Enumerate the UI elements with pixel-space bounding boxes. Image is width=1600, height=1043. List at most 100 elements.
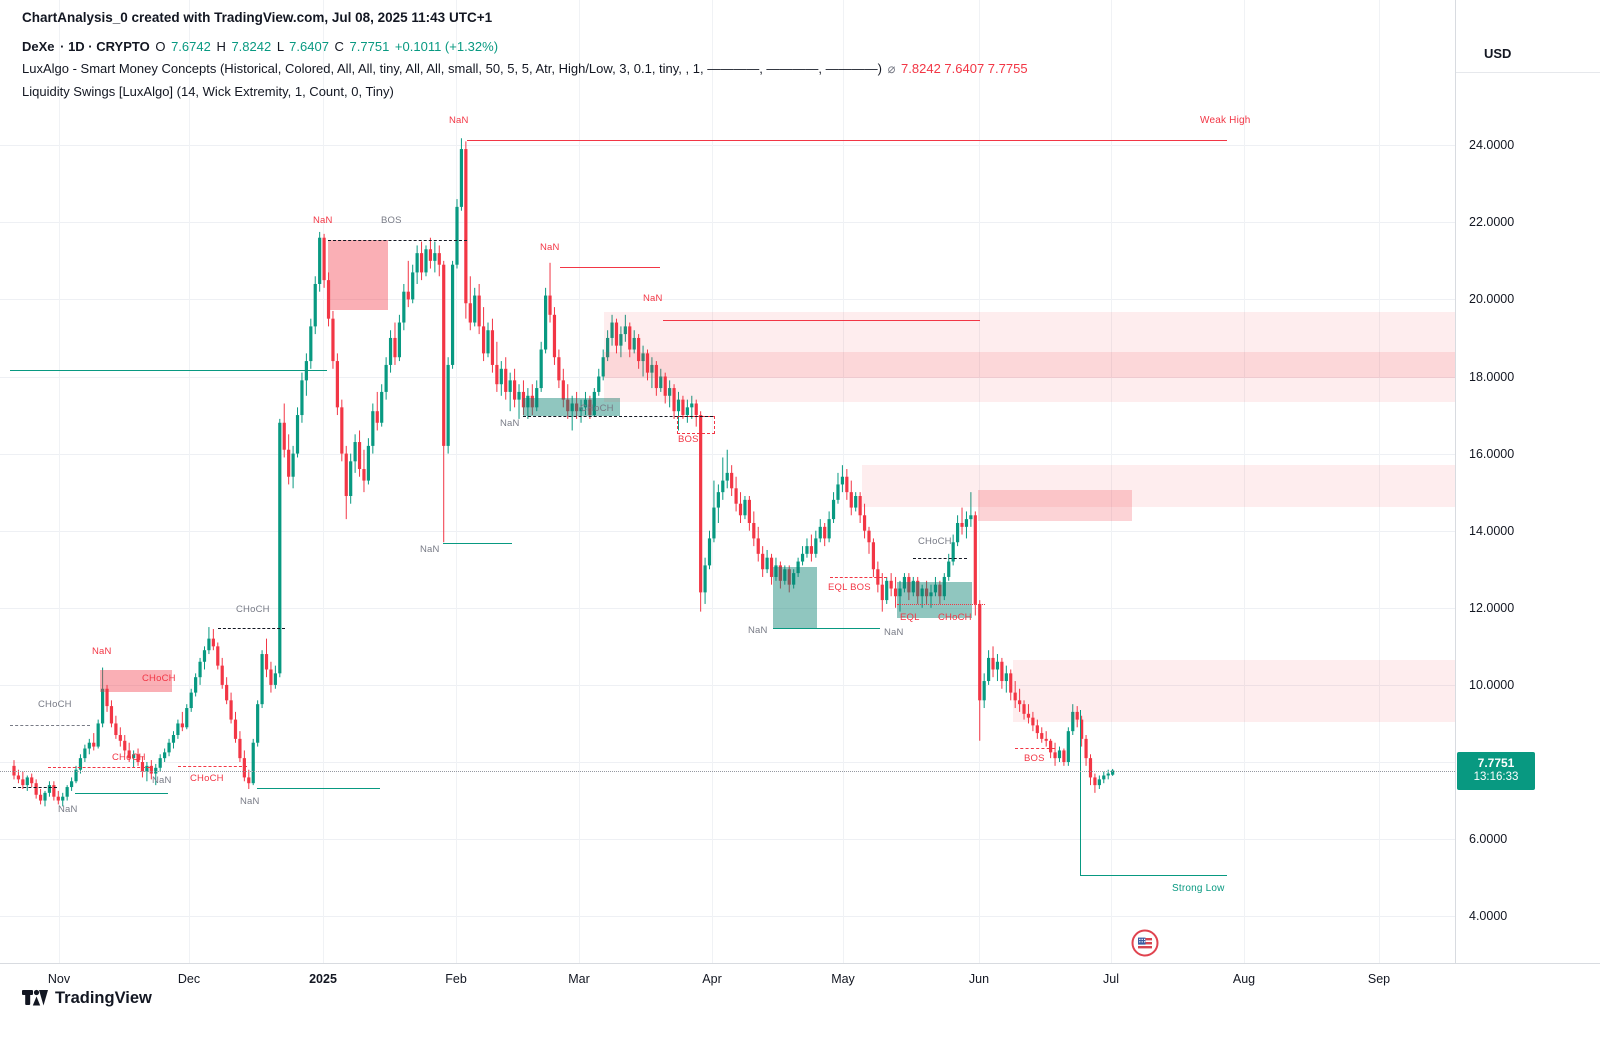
gridline-horizontal bbox=[0, 762, 1455, 763]
gridline-horizontal bbox=[0, 376, 1455, 378]
symbol-row-part: · 1D · CRYPTO bbox=[60, 39, 154, 54]
candlestick-series bbox=[12, 138, 1115, 807]
bos-jan-black-dashed bbox=[328, 240, 467, 241]
supply-zone-a-core bbox=[604, 352, 1455, 378]
tradingview-logo[interactable]: TradingView bbox=[22, 988, 152, 1008]
choch-may-black-dashed bbox=[913, 558, 967, 559]
time-axis-label: Jun bbox=[968, 972, 990, 986]
price-axis-label: 14.0000 bbox=[1469, 523, 1515, 538]
swing-low-nov-line bbox=[75, 793, 168, 794]
nan-dec-low-label: NaN bbox=[240, 796, 260, 807]
time-axis-label: May bbox=[831, 972, 855, 986]
choch-nov-gray-label: CHoCH bbox=[38, 699, 72, 710]
demand-zone-may bbox=[897, 582, 972, 618]
choch-may-red-label: CHoCH bbox=[938, 612, 972, 623]
symbol-row-part: 7.6742 bbox=[171, 39, 215, 54]
price-axis-label: 6.0000 bbox=[1469, 832, 1508, 847]
price-axis-label: 18.0000 bbox=[1469, 369, 1515, 384]
swing-nov-black-dashed bbox=[13, 787, 57, 788]
price-axis-label: 16.0000 bbox=[1469, 446, 1515, 461]
symbol-row-part: C bbox=[334, 39, 348, 54]
chart-pane[interactable]: Weak High Strong Low NaN NaN BOS NaN NaN NaN NaN… bbox=[0, 0, 1455, 963]
gridline-horizontal bbox=[0, 530, 1455, 532]
economic-event-us-flag-icon[interactable] bbox=[1131, 929, 1159, 957]
nan-apr-high-label: NaN bbox=[643, 293, 663, 304]
swing-high-apr-line bbox=[663, 320, 980, 321]
gridline-vertical bbox=[1111, 0, 1112, 963]
symbol-row-part: 7.6407 bbox=[289, 39, 333, 54]
choch-nov-red-label: CHoCH bbox=[112, 752, 146, 763]
nan-feb-low-label: NaN bbox=[420, 544, 440, 555]
order-block-nov bbox=[100, 670, 172, 692]
choch-mar-label: CHoCH bbox=[580, 403, 614, 414]
eql-bos-may-red-dashed bbox=[830, 577, 887, 578]
swing-low-feb-line bbox=[443, 543, 512, 544]
gridline-vertical bbox=[323, 0, 324, 963]
nan-nov-low-label: NaN bbox=[58, 804, 78, 815]
time-axis[interactable]: Nov Dec 2025 Feb Mar Apr May Jun Jul Aug Sep bbox=[0, 964, 1600, 998]
tradingview-logo-icon bbox=[22, 989, 48, 1006]
indicator-liquidity-row[interactable]: Liquidity Swings [LuxAlgo] (14, Wick Ext… bbox=[22, 84, 394, 99]
gridline-horizontal bbox=[0, 839, 1455, 841]
weak-high-label-label: Weak High bbox=[1200, 115, 1251, 126]
demand-zone-apr bbox=[773, 567, 817, 628]
bos-jun-label: BOS bbox=[1024, 753, 1045, 764]
chart-header: ChartAnalysis_0 created with TradingView… bbox=[22, 10, 1030, 106]
bos-jan-label: BOS bbox=[381, 215, 402, 226]
nan-apr-low-label: NaN bbox=[748, 625, 768, 636]
gridline-horizontal bbox=[0, 145, 1455, 147]
gridline-horizontal bbox=[0, 607, 1455, 609]
symbol-row-part: O bbox=[155, 39, 170, 54]
symbol-row-part: L bbox=[276, 39, 288, 54]
gridline-horizontal bbox=[0, 916, 1455, 918]
demand-zone-mar bbox=[523, 398, 620, 416]
symbol-ohlc-row[interactable]: DeXe · 1D · CRYPTO O 7.6742 H 7.8242 L 7… bbox=[22, 39, 1030, 54]
eql-may-label: EQL bbox=[900, 612, 920, 623]
bos-zone-mar bbox=[677, 416, 715, 434]
price-axis-label: 22.0000 bbox=[1469, 215, 1515, 230]
eql-may-red-dotted bbox=[897, 604, 985, 605]
order-block-jan bbox=[328, 240, 388, 310]
choch-may-gray-label: CHoCH bbox=[918, 536, 952, 547]
indicator-row-part: ⌀ bbox=[887, 61, 900, 76]
time-axis-label: Nov bbox=[47, 972, 71, 986]
choch-dec-gray-label: CHoCH bbox=[236, 604, 270, 615]
symbol-row-part: 7.8242 bbox=[231, 39, 275, 54]
strong-low-line-h bbox=[1080, 875, 1227, 876]
choch-dec-black-dashed bbox=[218, 628, 285, 629]
price-axis[interactable]: USD 24.0000 22.0000 20.0000 18.0000 16.0000 1… bbox=[1455, 0, 1600, 963]
eql-bos-may-label: EQL BOS bbox=[828, 582, 871, 593]
gridline-vertical bbox=[456, 0, 457, 963]
bos-mar-label: BOS bbox=[678, 434, 699, 445]
time-axis-label: Sep bbox=[1367, 972, 1391, 986]
gridline-vertical bbox=[1379, 0, 1380, 963]
supply-zone-a bbox=[604, 312, 1455, 402]
current-price-line bbox=[0, 770, 1455, 772]
supply-zone-b bbox=[862, 465, 1455, 507]
weak-high-line bbox=[467, 140, 1227, 141]
gridline-vertical bbox=[712, 0, 713, 963]
indicator-smc-row[interactable]: LuxAlgo - Smart Money Concepts (Historic… bbox=[22, 61, 1030, 77]
strong-low-line-v bbox=[1080, 710, 1081, 875]
symbol-row-part: 7.7751 bbox=[349, 39, 393, 54]
time-axis-label: Apr bbox=[702, 972, 722, 986]
bar-countdown: 13:16:33 bbox=[1473, 771, 1519, 784]
gridline-vertical bbox=[579, 0, 580, 963]
supply-zone-b-core bbox=[978, 490, 1132, 521]
indicator-row-part: 7.8242 7.6407 7.7755 bbox=[901, 61, 1028, 76]
choch-nov-box-label: CHoCH bbox=[142, 673, 176, 684]
structure-mar-dashed bbox=[523, 416, 713, 417]
gridline-vertical bbox=[59, 0, 60, 963]
gridline-vertical bbox=[189, 0, 190, 963]
price-axis-label: 24.0000 bbox=[1469, 138, 1515, 153]
nan-apr-low2-label: NaN bbox=[884, 627, 904, 638]
prior-high-line bbox=[10, 370, 327, 371]
choch-nov-gray-dashed bbox=[10, 725, 90, 726]
currency-label[interactable]: USD bbox=[1484, 46, 1512, 61]
strong-low-label-label: Strong Low bbox=[1172, 883, 1225, 894]
axis-separator bbox=[1456, 72, 1600, 73]
price-axis-label: 12.0000 bbox=[1469, 600, 1515, 615]
gridline-horizontal bbox=[0, 299, 1455, 301]
gridline-horizontal bbox=[0, 684, 1455, 686]
